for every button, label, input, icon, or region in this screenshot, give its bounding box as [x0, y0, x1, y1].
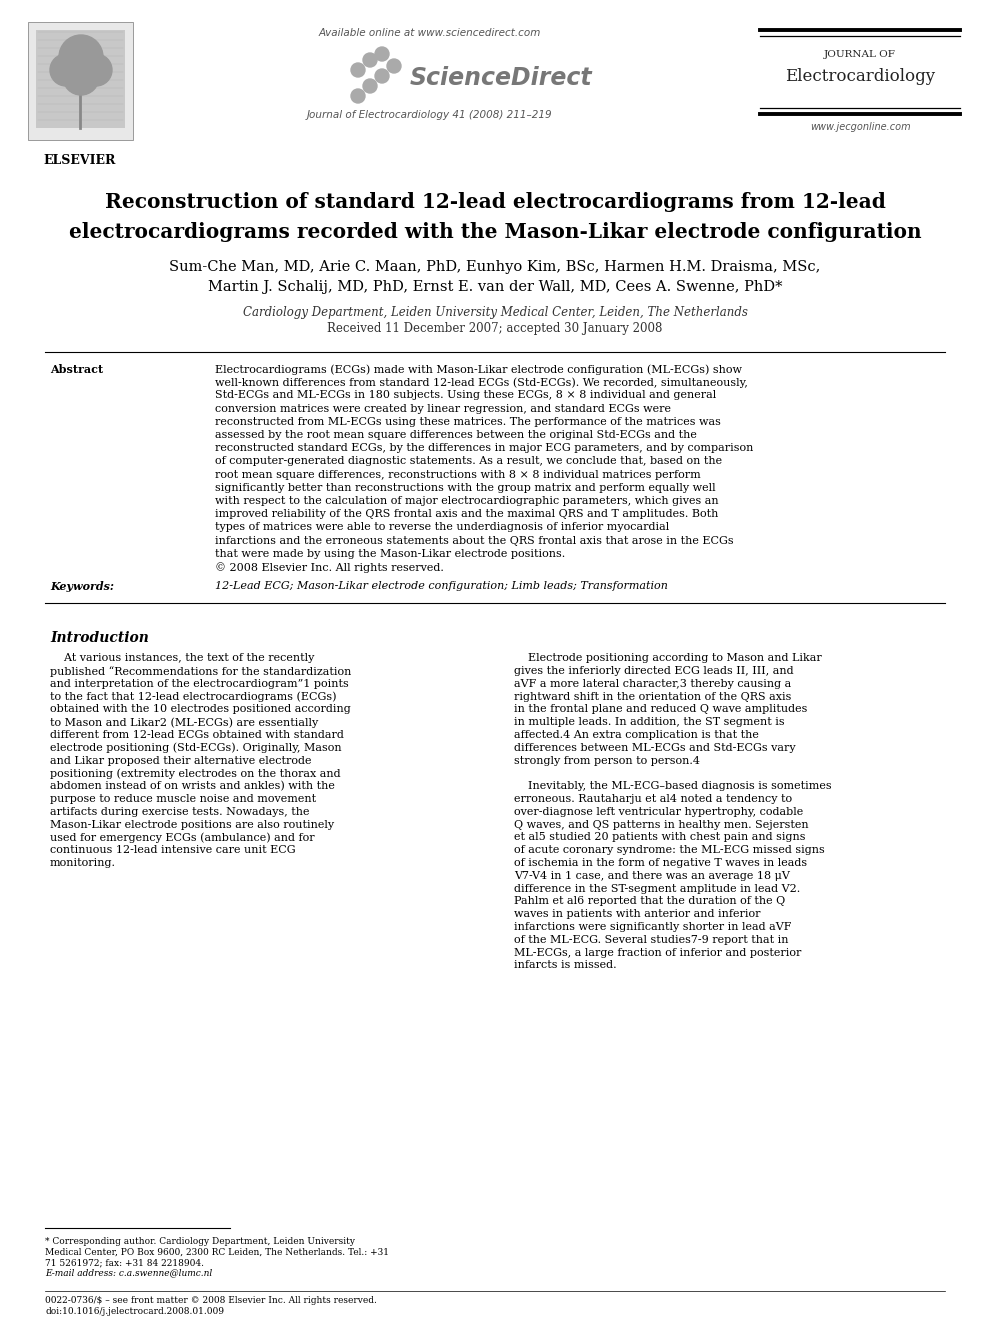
- Text: used for emergency ECGs (ambulance) and for: used for emergency ECGs (ambulance) and …: [50, 833, 315, 843]
- Circle shape: [375, 48, 389, 61]
- Circle shape: [63, 59, 99, 95]
- Circle shape: [80, 54, 112, 86]
- Text: Reconstruction of standard 12-lead electrocardiograms from 12-lead: Reconstruction of standard 12-lead elect…: [105, 191, 885, 213]
- Text: Cardiology Department, Leiden University Medical Center, Leiden, The Netherlands: Cardiology Department, Leiden University…: [243, 306, 747, 319]
- Text: well-known differences from standard 12-lead ECGs (Std-ECGs). We recorded, simul: well-known differences from standard 12-…: [215, 378, 747, 388]
- Text: Electrode positioning according to Mason and Likar: Electrode positioning according to Mason…: [514, 653, 822, 663]
- Text: gives the inferiorly directed ECG leads II, III, and: gives the inferiorly directed ECG leads …: [514, 667, 794, 676]
- Text: with respect to the calculation of major electrocardiographic parameters, which : with respect to the calculation of major…: [215, 496, 719, 506]
- Bar: [36, 30, 125, 128]
- Text: Std-ECGs and ML-ECGs in 180 subjects. Using these ECGs, 8 × 8 individual and gen: Std-ECGs and ML-ECGs in 180 subjects. Us…: [215, 391, 716, 400]
- Text: 0022-0736/$ – see front matter © 2008 Elsevier Inc. All rights reserved.: 0022-0736/$ – see front matter © 2008 El…: [45, 1296, 377, 1305]
- Text: difference in the ST-segment amplitude in lead V2.: difference in the ST-segment amplitude i…: [514, 883, 800, 894]
- Text: assessed by the root mean square differences between the original Std-ECGs and t: assessed by the root mean square differe…: [215, 430, 697, 440]
- Text: At various instances, the text of the recently: At various instances, the text of the re…: [50, 653, 315, 663]
- Text: erroneous. Rautaharju et al4 noted a tendency to: erroneous. Rautaharju et al4 noted a ten…: [514, 795, 792, 804]
- Text: Journal of Electrocardiology 41 (2008) 211–219: Journal of Electrocardiology 41 (2008) 2…: [307, 110, 552, 120]
- Text: and Likar proposed their alternative electrode: and Likar proposed their alternative ele…: [50, 755, 312, 766]
- Text: electrocardiograms recorded with the Mason-Likar electrode configuration: electrocardiograms recorded with the Mas…: [68, 222, 922, 242]
- Text: types of matrices were able to reverse the underdiagnosis of inferior myocardial: types of matrices were able to reverse t…: [215, 523, 669, 532]
- Circle shape: [363, 53, 377, 67]
- Text: E-mail address: c.a.swenne@lumc.nl: E-mail address: c.a.swenne@lumc.nl: [45, 1269, 212, 1278]
- Text: Q waves, and QS patterns in healthy men. Sejersten: Q waves, and QS patterns in healthy men.…: [514, 820, 809, 829]
- Text: published “Recommendations for the standardization: published “Recommendations for the stand…: [50, 667, 351, 677]
- Circle shape: [351, 63, 365, 77]
- Text: to the fact that 12-lead electrocardiograms (ECGs): to the fact that 12-lead electrocardiogr…: [50, 692, 337, 702]
- Text: of ischemia in the form of negative T waves in leads: of ischemia in the form of negative T wa…: [514, 858, 807, 869]
- Text: V7-V4 in 1 case, and there was an average 18 μV: V7-V4 in 1 case, and there was an averag…: [514, 871, 790, 880]
- Circle shape: [50, 54, 82, 86]
- Text: in multiple leads. In addition, the ST segment is: in multiple leads. In addition, the ST s…: [514, 717, 785, 727]
- Text: rightward shift in the orientation of the QRS axis: rightward shift in the orientation of th…: [514, 692, 791, 702]
- Text: in the frontal plane and reduced Q wave amplitudes: in the frontal plane and reduced Q wave …: [514, 705, 808, 714]
- Text: over-diagnose left ventricular hypertrophy, codable: over-diagnose left ventricular hypertrop…: [514, 807, 803, 817]
- Text: conversion matrices were created by linear regression, and standard ECGs were: conversion matrices were created by line…: [215, 404, 671, 413]
- Text: ELSEVIER: ELSEVIER: [44, 154, 116, 168]
- Text: monitoring.: monitoring.: [50, 858, 116, 869]
- Text: reconstructed standard ECGs, by the differences in major ECG parameters, and by : reconstructed standard ECGs, by the diff…: [215, 444, 753, 453]
- Circle shape: [375, 69, 389, 83]
- Text: * Corresponding author. Cardiology Department, Leiden University: * Corresponding author. Cardiology Depar…: [45, 1237, 355, 1246]
- Text: continuous 12-lead intensive care unit ECG: continuous 12-lead intensive care unit E…: [50, 845, 296, 855]
- Text: abdomen instead of on wrists and ankles) with the: abdomen instead of on wrists and ankles)…: [50, 781, 335, 792]
- Text: ScienceDirect: ScienceDirect: [410, 66, 593, 90]
- Text: Electrocardiology: Electrocardiology: [785, 69, 936, 84]
- Text: JOURNAL OF: JOURNAL OF: [824, 50, 896, 59]
- Text: et al5 studied 20 patients with chest pain and signs: et al5 studied 20 patients with chest pa…: [514, 833, 806, 842]
- Text: Abstract: Abstract: [50, 364, 103, 375]
- Text: infarcts is missed.: infarcts is missed.: [514, 961, 617, 970]
- Text: doi:10.1016/j.jelectrocard.2008.01.009: doi:10.1016/j.jelectrocard.2008.01.009: [45, 1307, 224, 1316]
- Text: ML-ECGs, a large fraction of inferior and posterior: ML-ECGs, a large fraction of inferior an…: [514, 948, 801, 957]
- Text: and interpretation of the electrocardiogram”1 points: and interpretation of the electrocardiog…: [50, 678, 348, 689]
- Text: purpose to reduce muscle noise and movement: purpose to reduce muscle noise and movem…: [50, 795, 316, 804]
- Circle shape: [59, 36, 103, 79]
- Text: different from 12-lead ECGs obtained with standard: different from 12-lead ECGs obtained wit…: [50, 730, 344, 741]
- Text: Introduction: Introduction: [50, 631, 148, 645]
- Text: 71 5261972; fax: +31 84 2218904.: 71 5261972; fax: +31 84 2218904.: [45, 1258, 204, 1267]
- Text: Keywords:: Keywords:: [50, 581, 114, 593]
- Text: Mason-Likar electrode positions are also routinely: Mason-Likar electrode positions are also…: [50, 820, 335, 829]
- Text: that were made by using the Mason-Likar electrode positions.: that were made by using the Mason-Likar …: [215, 549, 565, 558]
- Text: © 2008 Elsevier Inc. All rights reserved.: © 2008 Elsevier Inc. All rights reserved…: [215, 562, 444, 573]
- Text: 12-Lead ECG; Mason-Likar electrode configuration; Limb leads; Transformation: 12-Lead ECG; Mason-Likar electrode confi…: [215, 581, 668, 591]
- Circle shape: [363, 79, 377, 92]
- Text: Electrocardiograms (ECGs) made with Mason-Likar electrode configuration (ML-ECGs: Electrocardiograms (ECGs) made with Maso…: [215, 364, 742, 375]
- Circle shape: [387, 59, 401, 73]
- Text: differences between ML-ECGs and Std-ECGs vary: differences between ML-ECGs and Std-ECGs…: [514, 743, 796, 752]
- Text: Martin J. Schalij, MD, PhD, Ernst E. van der Wall, MD, Cees A. Swenne, PhD*: Martin J. Schalij, MD, PhD, Ernst E. van…: [208, 280, 782, 294]
- Text: improved reliability of the QRS frontal axis and the maximal QRS and T amplitude: improved reliability of the QRS frontal …: [215, 510, 719, 519]
- Text: significantly better than reconstructions with the group matrix and perform equa: significantly better than reconstruction…: [215, 483, 716, 492]
- Text: of computer-generated diagnostic statements. As a result, we conclude that, base: of computer-generated diagnostic stateme…: [215, 457, 722, 466]
- Text: strongly from person to person.4: strongly from person to person.4: [514, 755, 700, 766]
- Text: infarctions and the erroneous statements about the QRS frontal axis that arose i: infarctions and the erroneous statements…: [215, 536, 734, 545]
- Text: waves in patients with anterior and inferior: waves in patients with anterior and infe…: [514, 909, 760, 919]
- Text: positioning (extremity electrodes on the thorax and: positioning (extremity electrodes on the…: [50, 768, 341, 779]
- Text: electrode positioning (Std-ECGs). Originally, Mason: electrode positioning (Std-ECGs). Origin…: [50, 743, 342, 754]
- Text: Pahlm et al6 reported that the duration of the Q: Pahlm et al6 reported that the duration …: [514, 896, 785, 907]
- Text: infarctions were significantly shorter in lead aVF: infarctions were significantly shorter i…: [514, 921, 791, 932]
- Text: artifacts during exercise tests. Nowadays, the: artifacts during exercise tests. Nowaday…: [50, 807, 310, 817]
- Text: aVF a more lateral character,3 thereby causing a: aVF a more lateral character,3 thereby c…: [514, 678, 791, 689]
- Text: to Mason and Likar2 (ML-ECGs) are essentially: to Mason and Likar2 (ML-ECGs) are essent…: [50, 717, 318, 727]
- Text: Medical Center, PO Box 9600, 2300 RC Leiden, The Netherlands. Tel.: +31: Medical Center, PO Box 9600, 2300 RC Lei…: [45, 1247, 389, 1257]
- Text: reconstructed from ML-ECGs using these matrices. The performance of the matrices: reconstructed from ML-ECGs using these m…: [215, 417, 721, 426]
- Text: of acute coronary syndrome: the ML-ECG missed signs: of acute coronary syndrome: the ML-ECG m…: [514, 845, 825, 855]
- Text: of the ML-ECG. Several studies7-9 report that in: of the ML-ECG. Several studies7-9 report…: [514, 935, 788, 945]
- Circle shape: [351, 88, 365, 103]
- Text: Available online at www.sciencedirect.com: Available online at www.sciencedirect.co…: [319, 28, 542, 38]
- Text: obtained with the 10 electrodes positioned according: obtained with the 10 electrodes position…: [50, 705, 350, 714]
- Text: root mean square differences, reconstructions with 8 × 8 individual matrices per: root mean square differences, reconstruc…: [215, 470, 701, 479]
- Text: Inevitably, the ML-ECG–based diagnosis is sometimes: Inevitably, the ML-ECG–based diagnosis i…: [514, 781, 832, 791]
- Text: Received 11 December 2007; accepted 30 January 2008: Received 11 December 2007; accepted 30 J…: [328, 322, 662, 335]
- Text: affected.4 An extra complication is that the: affected.4 An extra complication is that…: [514, 730, 759, 741]
- Bar: [28, 22, 133, 140]
- Text: www.jecgonline.com: www.jecgonline.com: [810, 121, 911, 132]
- Text: Sum-Che Man, MD, Arie C. Maan, PhD, Eunhyo Kim, BSc, Harmen H.M. Draisma, MSc,: Sum-Che Man, MD, Arie C. Maan, PhD, Eunh…: [169, 260, 821, 275]
